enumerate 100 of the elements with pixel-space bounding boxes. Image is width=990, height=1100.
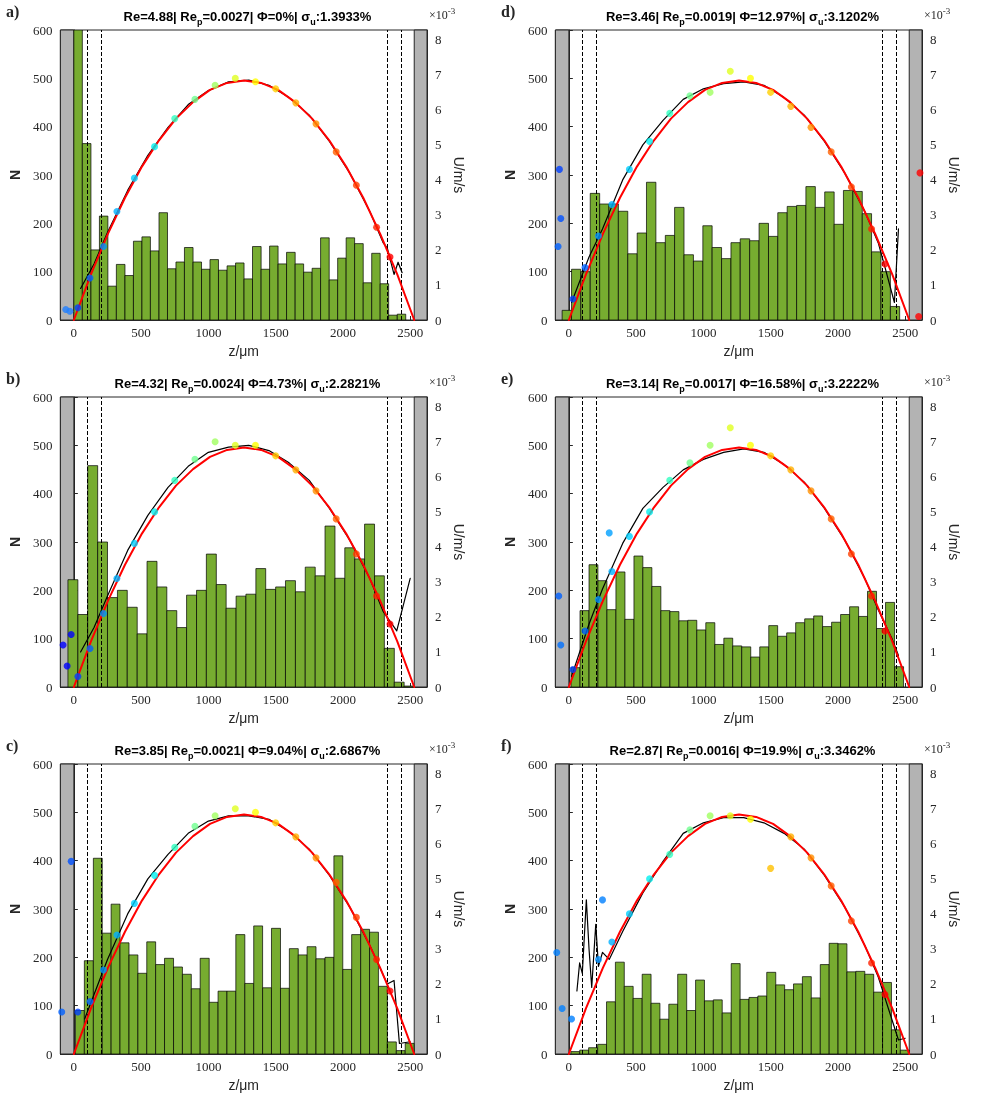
- y-tick-label: 0: [45, 1046, 53, 1062]
- line-series: [72, 79, 416, 321]
- point: [231, 74, 239, 82]
- y2-tick-label: 7: [930, 801, 937, 817]
- x-tick-label: 2000: [329, 692, 356, 707]
- y2-tick-label: 7: [435, 67, 442, 83]
- point: [130, 539, 138, 547]
- y-tick-label: 600: [32, 756, 53, 772]
- point: [66, 307, 74, 315]
- point: [555, 165, 563, 173]
- point: [211, 812, 219, 820]
- y-tick-label: 500: [527, 804, 548, 820]
- x-tick-label: 1000: [195, 325, 222, 340]
- point: [787, 102, 795, 110]
- point: [113, 931, 121, 939]
- x-tick-label: 2500: [892, 325, 919, 340]
- x-tick-label: 0: [565, 325, 573, 340]
- point: [706, 88, 714, 96]
- y-axis-title: N: [7, 536, 23, 548]
- point: [251, 808, 259, 816]
- y2-tick-label: 5: [435, 137, 442, 153]
- x-tick-label: 2500: [892, 1059, 919, 1074]
- y2-tick-label: 7: [930, 434, 937, 450]
- point: [557, 214, 565, 222]
- x-tick-label: 2000: [824, 692, 851, 707]
- y-tick-label: 0: [45, 679, 53, 695]
- y-tick-label: 600: [527, 389, 548, 405]
- y2-tick-label: 6: [930, 836, 937, 852]
- y-tick-label: 200: [527, 949, 548, 965]
- point: [332, 515, 340, 523]
- x-tick-label: 500: [626, 692, 646, 707]
- y2-tick-label: 3: [435, 941, 442, 957]
- point: [569, 665, 577, 673]
- point: [292, 99, 300, 107]
- point: [726, 424, 734, 432]
- x-tick-label: 1500: [262, 325, 289, 340]
- y-tick-label: 300: [32, 901, 53, 917]
- point: [130, 174, 138, 182]
- x-tick-label: 1500: [262, 692, 289, 707]
- point: [646, 137, 654, 145]
- point: [58, 1008, 66, 1016]
- x-tick-label: 500: [626, 1059, 646, 1074]
- point: [332, 148, 340, 156]
- point: [99, 966, 107, 974]
- point: [868, 592, 876, 600]
- point: [847, 183, 855, 191]
- point: [74, 304, 82, 312]
- y2-tick-label: 3: [930, 941, 937, 957]
- y-tick-label: 400: [32, 486, 53, 502]
- point: [827, 515, 835, 523]
- y2-tick-label: 1: [930, 644, 937, 660]
- point: [171, 476, 179, 484]
- y2-tick-label: 3: [930, 574, 937, 590]
- point: [915, 313, 923, 320]
- point: [558, 1004, 566, 1012]
- y-tick-label: 600: [32, 389, 53, 405]
- y2-tick-label: 1: [930, 1011, 937, 1027]
- y2-tick-label: 8: [930, 399, 937, 415]
- y2-tick-label: 4: [435, 906, 442, 922]
- y2-tick-label: 3: [435, 574, 442, 590]
- y2-axis-title: U/m/s: [451, 890, 468, 928]
- point: [557, 641, 565, 649]
- y2-tick-label: 5: [435, 504, 442, 520]
- point: [86, 997, 94, 1005]
- x-tick-label: 2500: [397, 325, 424, 340]
- y2-tick-label: 0: [435, 679, 442, 695]
- point: [827, 148, 835, 156]
- y2-tick-label: 0: [930, 312, 937, 328]
- point: [625, 532, 633, 540]
- y2-tick-label: 6: [435, 836, 442, 852]
- x-tick-label: 1000: [690, 692, 717, 707]
- point: [706, 812, 714, 820]
- y2-tick-label: 2: [435, 242, 442, 258]
- point: [211, 438, 219, 446]
- point: [86, 644, 94, 652]
- y2-tick-label: 4: [435, 172, 442, 188]
- point: [625, 910, 633, 918]
- point: [554, 242, 562, 250]
- y-tick-label: 500: [32, 70, 53, 86]
- x-tick-label: 0: [70, 692, 78, 707]
- x-axis-title: z/μm: [228, 343, 260, 359]
- x-tick-label: 0: [70, 325, 78, 340]
- point: [646, 508, 654, 516]
- point: [553, 948, 561, 956]
- x-tick-label: 2000: [329, 1059, 356, 1074]
- y2-tick-label: 6: [930, 469, 937, 485]
- y-tick-label: 300: [527, 167, 548, 183]
- y-tick-label: 200: [32, 215, 53, 231]
- y-axis-title: N: [7, 169, 23, 181]
- x-tick-label: 0: [565, 692, 573, 707]
- y-axis-title: N: [502, 536, 518, 548]
- point: [767, 864, 775, 872]
- y-tick-label: 300: [32, 167, 53, 183]
- y2-tick-label: 5: [930, 871, 937, 887]
- y2-tick-label: 0: [930, 679, 937, 695]
- point: [767, 88, 775, 96]
- point: [608, 567, 616, 575]
- y2-tick-label: 8: [930, 766, 937, 782]
- line-series: [72, 446, 416, 688]
- x-tick-label: 500: [131, 1059, 151, 1074]
